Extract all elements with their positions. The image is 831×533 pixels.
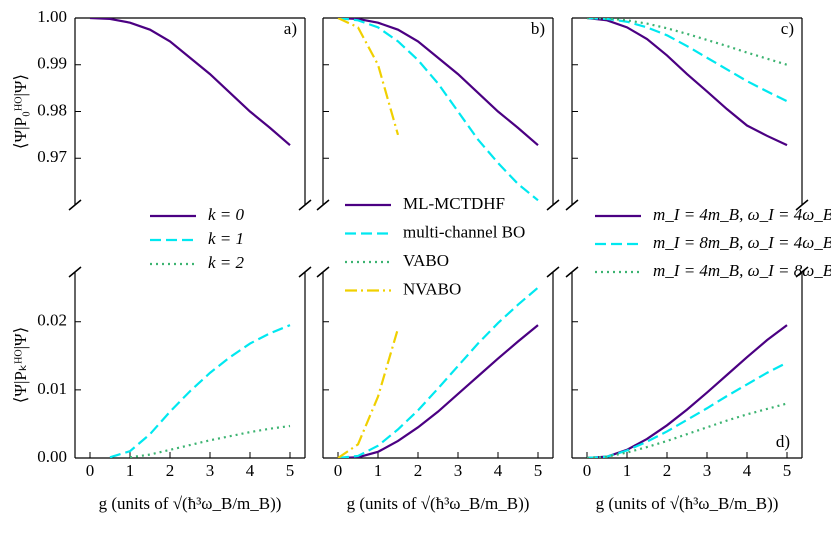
x-axis-label: g (units of √(ħ³ω_B/m_B)) [99, 494, 282, 513]
x-tick-label: 5 [286, 461, 295, 480]
y-axis-label: ⟨Ψ|P₀ᴴᴼ|Ψ⟩ [11, 74, 30, 149]
break-mark [565, 199, 579, 211]
line-series [337, 324, 539, 458]
x-tick-label: 3 [206, 461, 215, 480]
panel-label: d) [776, 432, 790, 451]
line-series [109, 324, 291, 458]
x-tick-label: 1 [126, 461, 135, 480]
line-series [337, 18, 539, 146]
panel-label: b) [531, 19, 545, 38]
legend-label: m_I = 4m_B, ω_I = 4ω_B [653, 205, 831, 224]
legend-label: m_I = 8m_B, ω_I = 4ω_B [653, 233, 831, 252]
x-tick-label: 0 [334, 461, 343, 480]
legend-label: multi-channel BO [403, 222, 525, 241]
x-axis-label: g (units of √(ħ³ω_B/m_B)) [347, 494, 530, 513]
break-mark [316, 266, 330, 278]
x-tick-label: 4 [494, 461, 503, 480]
line-series [586, 402, 788, 458]
x-tick-label: 0 [86, 461, 95, 480]
line-series [586, 18, 788, 103]
x-tick-label: 4 [743, 461, 752, 480]
y-tick-label: 0.02 [37, 311, 67, 330]
panel-label: c) [781, 19, 794, 38]
line-series [337, 328, 400, 458]
x-tick-label: 1 [374, 461, 383, 480]
y-tick-label: 0.01 [37, 379, 67, 398]
x-tick-label: 2 [663, 461, 672, 480]
break-mark [795, 199, 809, 211]
break-mark [298, 266, 312, 278]
y-tick-label: 0.00 [37, 447, 67, 466]
break-mark [546, 266, 560, 278]
line-series [586, 18, 788, 147]
legend-label: k = 2 [208, 253, 245, 272]
x-tick-label: 5 [534, 461, 543, 480]
break-mark [565, 266, 579, 278]
line-series [586, 18, 788, 66]
line-series [337, 18, 400, 136]
y-tick-label: 0.97 [37, 147, 67, 166]
line-series [337, 286, 539, 458]
x-tick-label: 4 [246, 461, 255, 480]
x-tick-label: 3 [703, 461, 712, 480]
legend-label: VABO [403, 251, 449, 270]
y-axis-label: ⟨Ψ|Pₖᴴᴼ|Ψ⟩ [11, 327, 30, 403]
break-mark [68, 266, 82, 278]
x-tick-label: 3 [454, 461, 463, 480]
break-mark [795, 266, 809, 278]
x-tick-label: 1 [623, 461, 632, 480]
x-tick-label: 5 [783, 461, 792, 480]
line-series [89, 18, 291, 146]
legend-label: ML-MCTDHF [403, 194, 505, 213]
panel-label: a) [284, 19, 297, 38]
y-tick-label: 0.99 [37, 54, 67, 73]
y-tick-label: 1.00 [37, 7, 67, 26]
line-series [337, 18, 539, 202]
break-mark [298, 199, 312, 211]
y-tick-label: 0.98 [37, 100, 67, 119]
x-axis-label: g (units of √(ħ³ω_B/m_B)) [596, 494, 779, 513]
break-mark [546, 199, 560, 211]
break-mark [68, 199, 82, 211]
x-tick-label: 2 [166, 461, 175, 480]
x-tick-label: 2 [414, 461, 423, 480]
x-tick-label: 0 [583, 461, 592, 480]
break-mark [316, 199, 330, 211]
line-series [586, 324, 788, 458]
line-series [586, 361, 788, 458]
legend-label: k = 1 [208, 229, 244, 248]
legend-label: NVABO [403, 279, 461, 298]
legend-label: k = 0 [208, 205, 245, 224]
legend-label: m_I = 4m_B, ω_I = 8ω_B [653, 261, 831, 280]
